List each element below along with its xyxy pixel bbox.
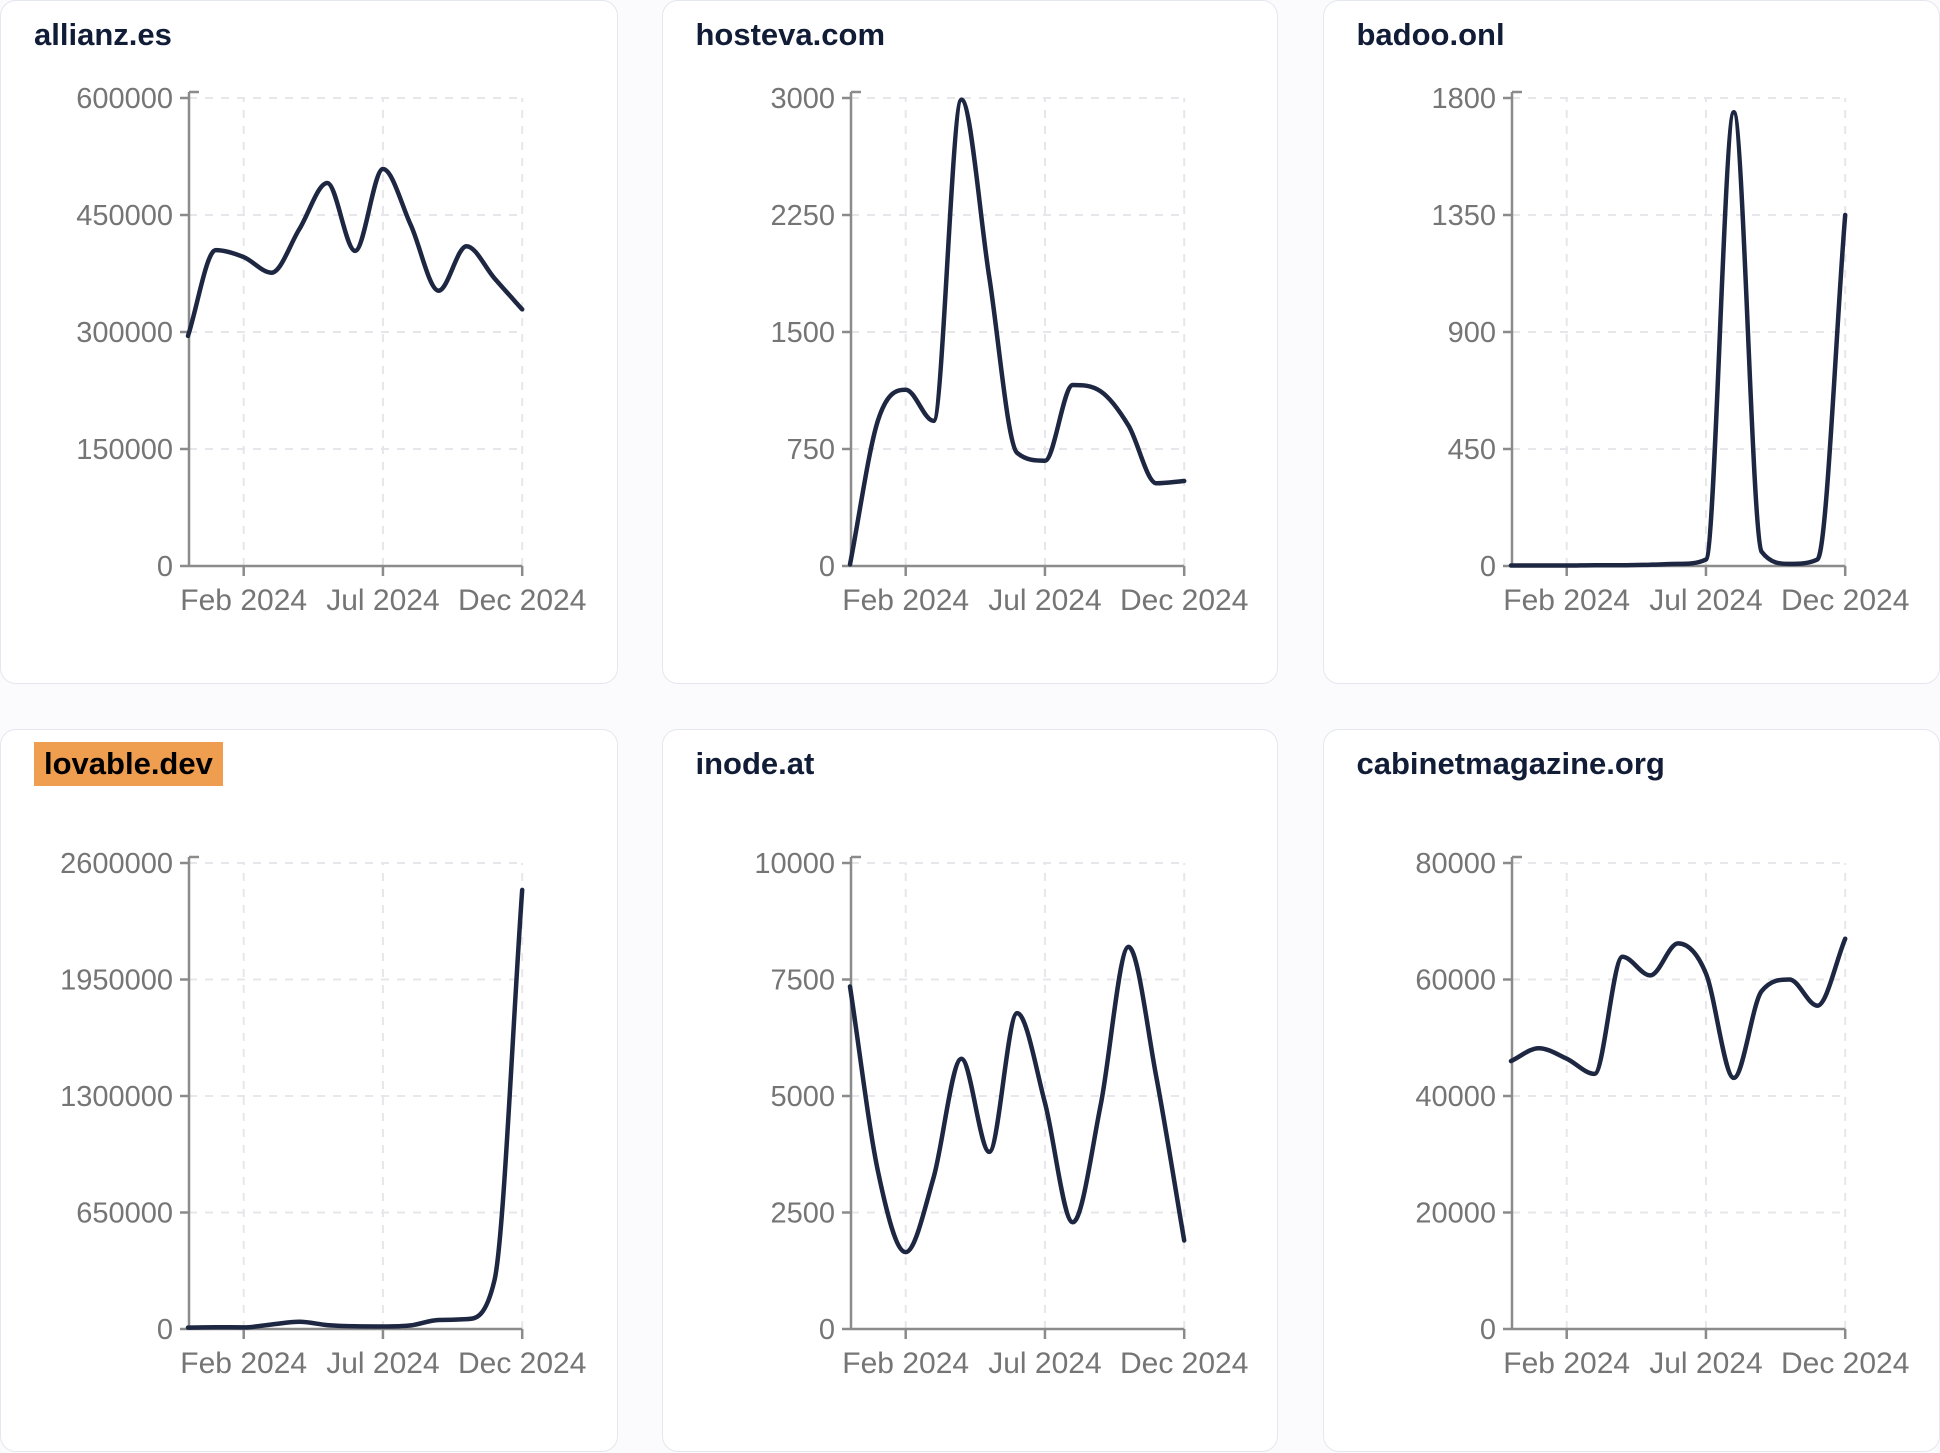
y-tick-label: 1500 <box>770 317 835 349</box>
data-line <box>850 947 1184 1252</box>
x-tick-label: Dec 2024 <box>458 584 586 617</box>
y-tick-label: 650000 <box>76 1198 173 1230</box>
y-tick-label: 60000 <box>1415 965 1496 997</box>
line-chart-svg: 0 750 1500 2250 3000 Feb 2024 Jul 2024 Dec 2024 <box>663 1 1280 685</box>
chart-title-text: cabinetmagazine.org <box>1357 746 1665 781</box>
chart-title: lovable.dev <box>34 746 223 782</box>
y-tick-label: 0 <box>1479 1314 1495 1346</box>
x-tick-label: Jul 2024 <box>1649 584 1762 617</box>
x-tick-label: Feb 2024 <box>1503 1347 1630 1380</box>
y-tick-label: 1350 <box>1431 200 1496 232</box>
y-tick-label: 20000 <box>1415 1198 1496 1230</box>
y-tick-label: 450000 <box>76 200 173 232</box>
y-tick-label: 0 <box>1479 551 1495 583</box>
chart-card-hosteva: hosteva.com 0 750 1500 2250 3000 Feb 2024 Jul … <box>662 0 1279 684</box>
x-tick-label: Dec 2024 <box>1780 584 1908 617</box>
chart-title: hosteva.com <box>696 17 886 53</box>
chart-card-cabinetmagazine: cabinetmagazine.org 0 20000 40000 60000 8000… <box>1323 729 1940 1452</box>
x-tick-label: Jul 2024 <box>326 1347 439 1380</box>
y-tick-label: 10000 <box>754 848 835 880</box>
y-tick-label: 7500 <box>770 965 835 997</box>
x-tick-label: Jul 2024 <box>326 584 439 617</box>
chart-card-allianz: allianz.es 0 150000 300000 450000 600000 Feb … <box>0 0 618 684</box>
chart-card-lovable: lovable.dev 0 650000 1300000 1950000 2600000… <box>0 729 618 1452</box>
x-tick-label: Feb 2024 <box>1503 584 1630 617</box>
y-tick-label: 450 <box>1447 434 1495 466</box>
chart-title-text: allianz.es <box>34 17 172 52</box>
x-tick-label: Feb 2024 <box>842 1347 969 1380</box>
chart-title: badoo.onl <box>1357 17 1505 53</box>
y-tick-label: 0 <box>818 1314 834 1346</box>
data-line <box>188 890 522 1328</box>
data-line <box>1511 939 1845 1078</box>
line-chart-svg: 0 2500 5000 7500 10000 Feb 2024 Jul 2024 Dec 20… <box>663 730 1280 1453</box>
chart-card-inode: inode.at 0 2500 5000 7500 10000 Feb 2024 Jul 2… <box>662 729 1279 1452</box>
x-tick-label: Feb 2024 <box>180 1347 307 1380</box>
chart-title: cabinetmagazine.org <box>1357 746 1665 782</box>
chart-title-text: badoo.onl <box>1357 17 1505 52</box>
y-tick-label: 1800 <box>1431 83 1496 115</box>
chart-title: allianz.es <box>34 17 172 53</box>
y-tick-label: 2600000 <box>60 848 173 880</box>
y-tick-label: 300000 <box>76 317 173 349</box>
y-tick-label: 80000 <box>1415 848 1496 880</box>
data-line <box>1511 112 1845 565</box>
y-tick-label: 0 <box>818 551 834 583</box>
line-chart-svg: 0 450 900 1350 1800 Feb 2024 Jul 2024 Dec 2024 <box>1324 1 1940 685</box>
x-tick-label: Jul 2024 <box>988 584 1101 617</box>
y-tick-label: 2250 <box>770 200 835 232</box>
y-tick-label: 1300000 <box>60 1081 173 1113</box>
data-line <box>188 169 522 336</box>
y-tick-label: 3000 <box>770 83 835 115</box>
x-tick-label: Feb 2024 <box>180 584 307 617</box>
y-tick-label: 150000 <box>76 434 173 466</box>
chart-title-text: hosteva.com <box>696 17 886 52</box>
x-tick-label: Jul 2024 <box>1649 1347 1762 1380</box>
y-tick-label: 1950000 <box>60 965 173 997</box>
chart-card-badoo: badoo.onl 0 450 900 1350 1800 Feb 2024 Jul 202… <box>1323 0 1940 684</box>
chart-title: inode.at <box>696 746 815 782</box>
line-chart-svg: 0 650000 1300000 1950000 2600000 Feb 2024 Jul … <box>1 730 619 1453</box>
x-tick-label: Dec 2024 <box>1780 1347 1908 1380</box>
chart-title-text: lovable.dev <box>34 742 223 786</box>
y-tick-label: 750 <box>786 434 834 466</box>
y-tick-label: 0 <box>157 551 173 583</box>
chart-title-text: inode.at <box>696 746 815 781</box>
y-tick-label: 40000 <box>1415 1081 1496 1113</box>
line-chart-svg: 0 150000 300000 450000 600000 Feb 2024 Jul 202… <box>1 1 619 685</box>
y-tick-label: 2500 <box>770 1198 835 1230</box>
y-tick-label: 5000 <box>770 1081 835 1113</box>
y-tick-label: 900 <box>1447 317 1495 349</box>
x-tick-label: Dec 2024 <box>1119 1347 1247 1380</box>
y-tick-label: 600000 <box>76 83 173 115</box>
x-tick-label: Dec 2024 <box>1119 584 1247 617</box>
x-tick-label: Dec 2024 <box>458 1347 586 1380</box>
x-tick-label: Jul 2024 <box>988 1347 1101 1380</box>
y-tick-label: 0 <box>157 1314 173 1346</box>
line-chart-svg: 0 20000 40000 60000 80000 Feb 2024 Jul 2024 Dec… <box>1324 730 1940 1453</box>
x-tick-label: Feb 2024 <box>842 584 969 617</box>
